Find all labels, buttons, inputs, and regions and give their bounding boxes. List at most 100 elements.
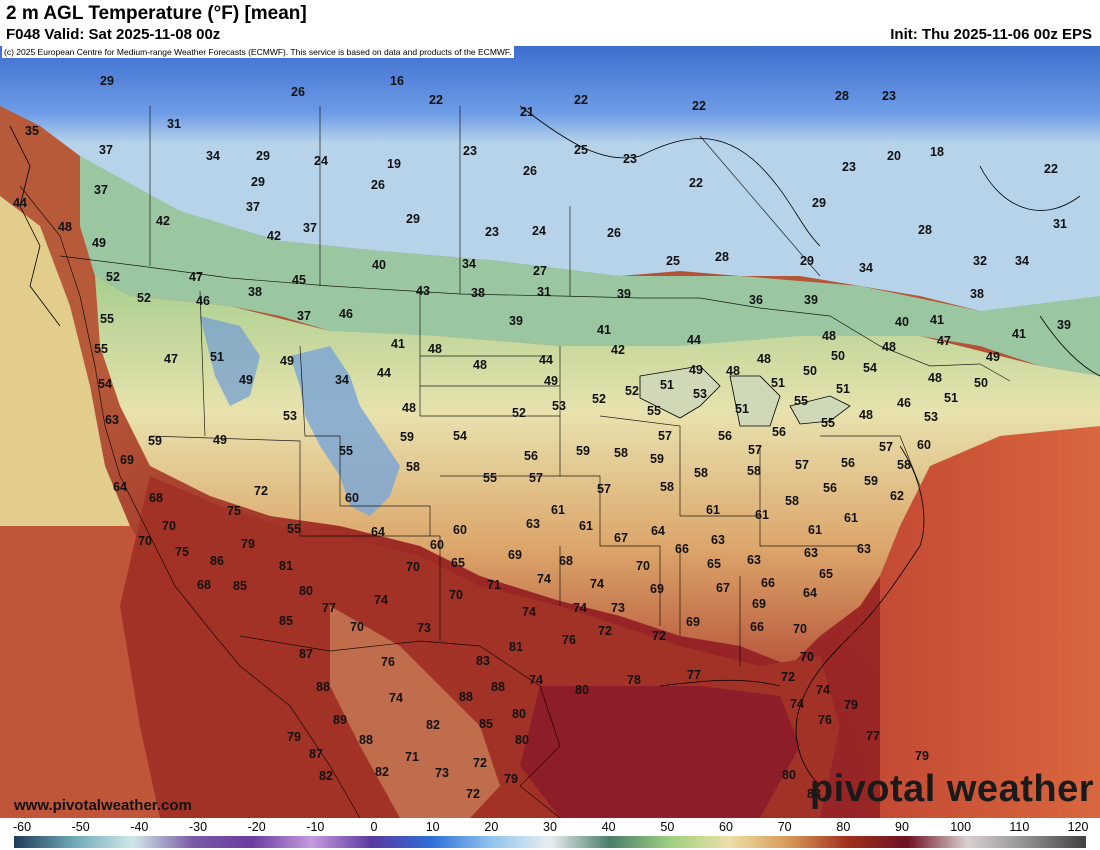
temperature-label: 55	[100, 312, 114, 326]
temperature-label: 60	[453, 523, 467, 537]
temperature-label: 49	[92, 236, 106, 250]
temperature-label: 34	[859, 261, 873, 275]
colorbar-tick-label: -30	[188, 820, 208, 834]
temperature-label: 87	[299, 647, 313, 661]
temperature-label: 66	[761, 576, 775, 590]
temperature-label: 22	[692, 99, 706, 113]
temperature-label: 69	[508, 548, 522, 562]
temperature-label: 51	[660, 378, 674, 392]
temperature-label: 65	[707, 557, 721, 571]
colorbar-tick-label: 10	[425, 820, 440, 834]
temperature-label: 58	[897, 458, 911, 472]
temperature-label: 63	[804, 546, 818, 560]
website-watermark: www.pivotalweather.com	[14, 797, 192, 814]
temperature-label: 48	[402, 401, 416, 415]
temperature-label: 34	[462, 257, 476, 271]
temperature-label: 73	[611, 601, 625, 615]
temperature-label: 71	[405, 750, 419, 764]
temperature-label: 52	[625, 384, 639, 398]
temperature-label: 24	[314, 154, 328, 168]
temperature-label: 57	[879, 440, 893, 454]
temperature-label: 32	[973, 254, 987, 268]
temperature-label: 47	[189, 270, 203, 284]
temperature-label: 54	[98, 377, 112, 391]
temperature-label: 74	[816, 683, 830, 697]
temperature-label: 51	[944, 391, 958, 405]
temperature-label: 70	[800, 650, 814, 664]
temperature-label: 58	[694, 466, 708, 480]
temperature-label: 57	[748, 443, 762, 457]
temperature-label: 49	[280, 354, 294, 368]
temperature-label: 41	[597, 323, 611, 337]
temperature-label: 48	[822, 329, 836, 343]
temperature-label: 75	[175, 545, 189, 559]
temperature-label: 37	[303, 221, 317, 235]
temperature-label: 77	[866, 729, 880, 743]
temperature-label: 72	[781, 670, 795, 684]
temperature-label: 41	[391, 337, 405, 351]
temperature-label: 88	[459, 690, 473, 704]
temperature-label: 72	[598, 624, 612, 638]
temperature-label: 52	[592, 392, 606, 406]
temperature-label: 48	[473, 358, 487, 372]
temperature-label: 63	[105, 413, 119, 427]
temperature-label: 23	[882, 89, 896, 103]
temperature-label: 26	[371, 178, 385, 192]
temperature-label: 53	[924, 410, 938, 424]
temperature-label: 56	[772, 425, 786, 439]
temperature-label: 40	[895, 315, 909, 329]
temperature-label: 39	[804, 293, 818, 307]
temperature-label: 80	[512, 707, 526, 721]
temperature-label: 38	[970, 287, 984, 301]
colorbar-fill	[14, 836, 1086, 848]
colorbar-tick-label: 120	[1067, 820, 1089, 834]
temperature-map[interactable]: 29 26 16 22 21 22 22 28 23 35 31 37 34 29 24 19 23 25 23 23…	[0, 46, 1100, 818]
temperature-label: 42	[611, 343, 625, 357]
temperature-label: 79	[504, 772, 518, 786]
temperature-label: 22	[1044, 162, 1058, 176]
rocky-mountains-cold	[290, 346, 400, 516]
temperature-label: 60	[917, 438, 931, 452]
gulf-of-mexico	[520, 686, 800, 818]
temperature-label: 74	[537, 572, 551, 586]
temperature-label: 44	[13, 196, 27, 210]
colorbar-tick-label: 20	[484, 820, 499, 834]
temperature-label: 73	[435, 766, 449, 780]
temperature-label: 52	[512, 406, 526, 420]
temperature-label: 85	[233, 579, 247, 593]
temperature-label: 26	[291, 85, 305, 99]
brand-logo: pivotal weather	[809, 768, 1094, 810]
temperature-label: 87	[309, 747, 323, 761]
temperature-label: 18	[930, 145, 944, 159]
temperature-label: 76	[381, 655, 395, 669]
temperature-label: 76	[818, 713, 832, 727]
temperature-label: 35	[25, 124, 39, 138]
colorbar-tick-label: -50	[71, 820, 90, 834]
temperature-label: 63	[747, 553, 761, 567]
temperature-label: 36	[749, 293, 763, 307]
temperature-label: 31	[167, 117, 181, 131]
temperature-label: 64	[371, 525, 385, 539]
temperature-label: 64	[113, 480, 127, 494]
temperature-label: 26	[607, 226, 621, 240]
copyright-notice: (c) 2025 European Centre for Medium-rang…	[2, 46, 514, 58]
temperature-label: 55	[794, 394, 808, 408]
temperature-label: 74	[522, 605, 536, 619]
temperature-label: 28	[835, 89, 849, 103]
temperature-label: 19	[387, 157, 401, 171]
temperature-label: 58	[747, 464, 761, 478]
temperature-label: 61	[808, 523, 822, 537]
temperature-label: 68	[197, 578, 211, 592]
temperature-label: 66	[675, 542, 689, 556]
temperature-label: 51	[836, 382, 850, 396]
colorbar-tick-label: -60	[12, 820, 32, 834]
temperature-label: 58	[785, 494, 799, 508]
temperature-label: 72	[473, 756, 487, 770]
temperature-label: 39	[617, 287, 631, 301]
temperature-label: 47	[937, 334, 951, 348]
temperature-label: 59	[650, 452, 664, 466]
colorbar-tick-label: -40	[130, 820, 149, 834]
temperature-label: 63	[711, 533, 725, 547]
temperature-label: 59	[148, 434, 162, 448]
temperature-label: 61	[551, 503, 565, 517]
